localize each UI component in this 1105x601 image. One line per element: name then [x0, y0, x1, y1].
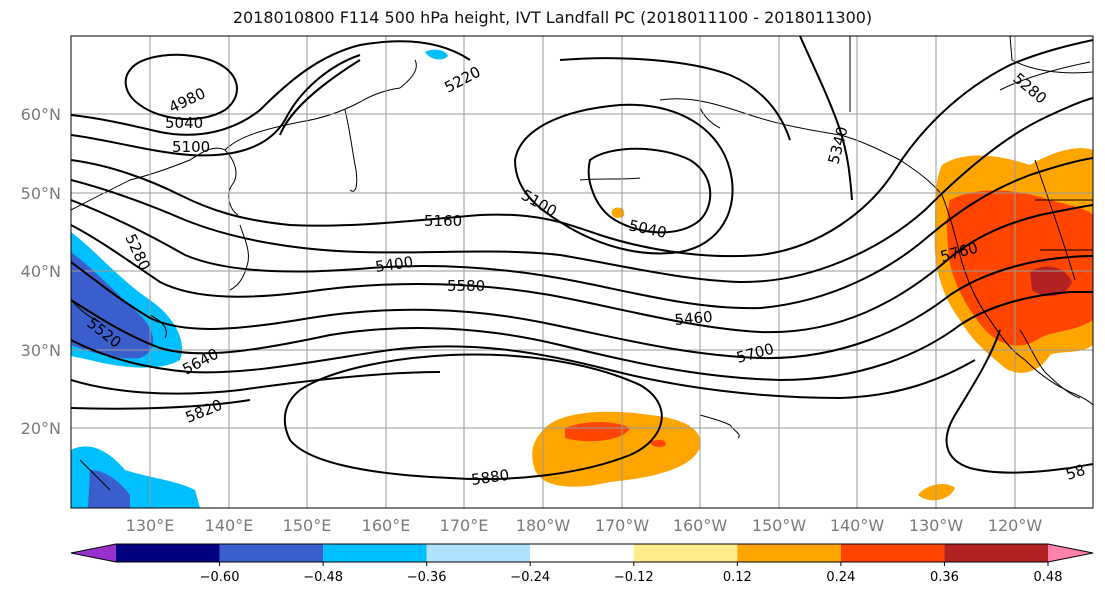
lon-tick: 140°E: [205, 516, 254, 535]
height-contours: [71, 36, 1093, 481]
map-frame: [70, 35, 1094, 509]
lon-tick: 130°E: [126, 516, 175, 535]
colorbar-segment: [1048, 544, 1093, 562]
contour-label: 5100: [172, 138, 210, 156]
lon-tick: 130°W: [909, 516, 964, 535]
colorbar-segment: [944, 544, 1048, 562]
colorbar-segment: [219, 544, 324, 562]
colorbar-tick-label: 0.12: [723, 570, 752, 585]
colorbar-segment: [737, 544, 841, 562]
colorbar-tick-label: 0.36: [930, 570, 959, 585]
colorbar-tick-label: 0.48: [1034, 570, 1063, 585]
colorbar-tick-label: −0.36: [407, 570, 447, 585]
colorbar-tick-label: −0.48: [303, 570, 343, 585]
colorbar-segment: [71, 544, 116, 562]
coastlines: [71, 36, 1093, 491]
contour-label: 5400: [374, 253, 414, 276]
contour-label: 58: [1064, 461, 1088, 484]
lon-tick: 150°E: [283, 516, 332, 535]
colorbar-segment: [840, 544, 945, 562]
colorbar-segment: [633, 544, 738, 562]
contour-label: 5040: [165, 114, 203, 132]
lon-tick: 160°E: [362, 516, 411, 535]
lon-tick: 170°W: [595, 516, 650, 535]
lat-tick: 50°N: [21, 184, 61, 203]
lat-tick: 60°N: [21, 105, 61, 124]
colorbar-tick-label: −0.12: [614, 570, 654, 585]
map-gridlines: [71, 36, 1093, 508]
contour-label: 5580: [447, 277, 485, 295]
contour-label: 5460: [674, 308, 714, 329]
colorbar-tick-label: 0.24: [826, 570, 855, 585]
map-plot-area: 4980 5040 5100 5220 5280 5160 5100 5040 …: [71, 36, 1093, 508]
contour-label: 5880: [470, 466, 510, 489]
colorbar-segment: [116, 544, 220, 562]
lat-tick: 40°N: [21, 262, 61, 281]
colorbar: −0.60 −0.48 −0.36 −0.24 −0.12 0.12 0.24 0.36 0.4…: [70, 543, 1094, 585]
lon-tick: 170°E: [440, 516, 489, 535]
lat-tick: 30°N: [21, 341, 61, 360]
lon-tick: 150°W: [752, 516, 807, 535]
lon-tick: 120°W: [988, 516, 1043, 535]
colorbar-tick-label: −0.24: [510, 570, 550, 585]
latitude-axis: 60°N 50°N 40°N 30°N 20°N: [21, 105, 61, 438]
map-title: 2018010800 F114 500 hPa height, IVT Land…: [232, 8, 873, 27]
colorbar-tick-label: −0.60: [200, 570, 240, 585]
longitude-axis: 130°E 140°E 150°E 160°E 170°E 180°W 170°…: [126, 516, 1043, 535]
lon-tick: 180°W: [516, 516, 571, 535]
lon-tick: 140°W: [830, 516, 885, 535]
contour-label: 5160: [424, 212, 462, 230]
lon-tick: 160°W: [673, 516, 728, 535]
colorbar-outline: [70, 543, 1094, 563]
lat-tick: 20°N: [21, 419, 61, 438]
colorbar-segment: [323, 544, 427, 562]
colorbar-segment: [426, 544, 531, 562]
colorbar-segment: [530, 544, 634, 562]
